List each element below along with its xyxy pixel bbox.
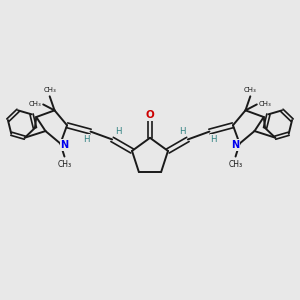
Text: H: H [115,128,121,136]
Text: CH₃: CH₃ [259,101,272,107]
Text: H: H [210,135,217,144]
Text: N: N [60,140,68,150]
Text: H: H [83,135,90,144]
Text: H: H [179,128,185,136]
Text: CH₃: CH₃ [28,101,41,107]
Text: CH₃: CH₃ [43,87,56,93]
Text: CH₃: CH₃ [244,87,257,93]
Text: N: N [232,140,240,150]
Text: CH₃: CH₃ [57,160,71,169]
Text: CH₃: CH₃ [229,160,243,169]
Text: O: O [146,110,154,120]
